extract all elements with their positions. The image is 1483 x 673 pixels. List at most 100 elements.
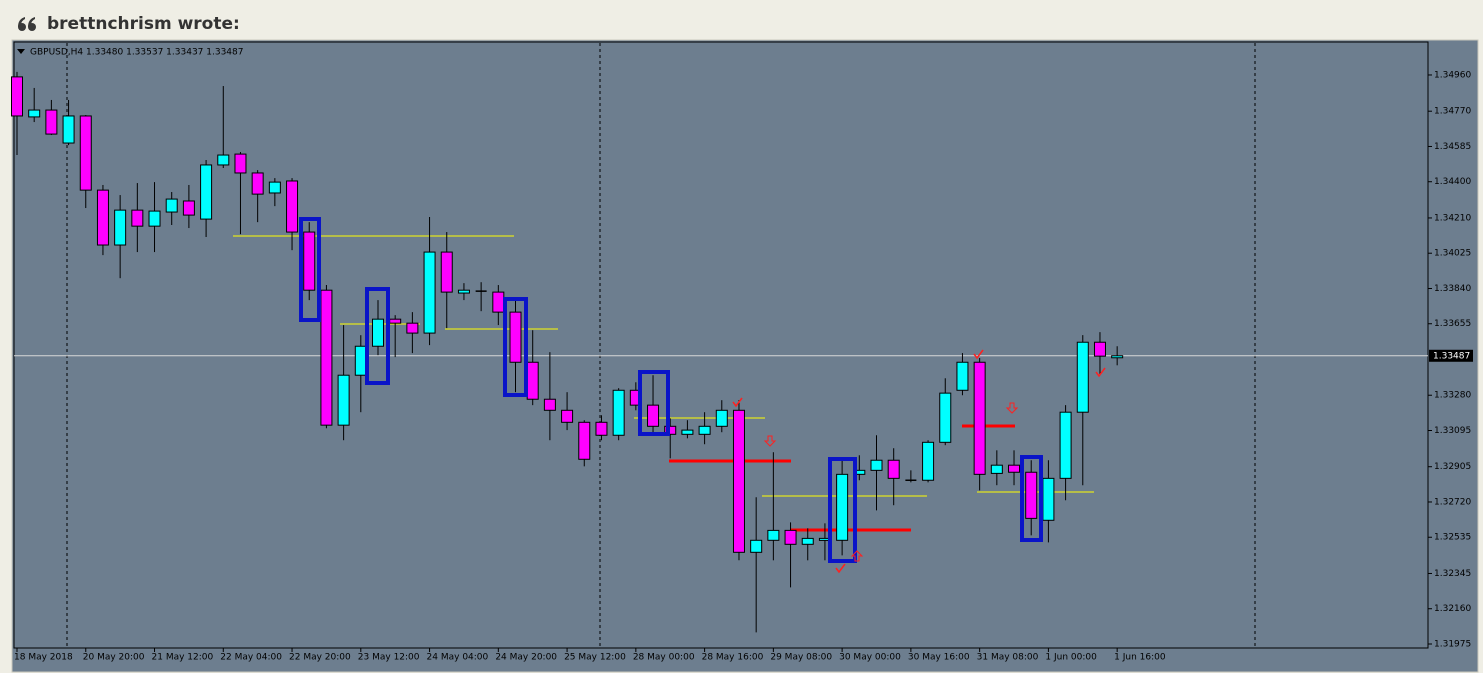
candle-body [11,76,23,117]
candle-body [217,154,230,166]
candle-body [406,322,419,334]
y-tick-label: 1.34025 [1434,249,1471,259]
arrow-mark [1005,402,1019,414]
highlight-box [503,297,528,397]
candle-body [148,210,161,227]
current-price-box [1429,349,1473,362]
y-tick-label: 1.33095 [1434,426,1471,436]
candle-body [96,189,109,246]
candle-body [922,441,935,481]
candle-body [612,389,625,436]
author-line: brettnchrism wrote: [47,14,240,34]
y-tick-label: 1.33280 [1434,391,1471,401]
candle-body [354,345,367,376]
candle-body [750,539,763,553]
y-tick-label: 1.34400 [1434,177,1471,187]
candle-body [371,318,384,347]
candle-body [165,198,178,213]
instrument-label: GBPUSD,H4 1.33480 1.33537 1.33437 1.3348… [30,48,243,58]
candle-body [973,361,986,475]
candle-body [62,115,75,144]
candle-body [595,421,608,436]
candle-body [939,392,952,443]
x-tick-label: 22 May 04:00 [220,653,282,663]
x-tick-label: 24 May 04:00 [427,653,489,663]
x-tick-label: 1 Jun 00:00 [1045,653,1097,663]
candle-body [28,109,41,118]
highlight-box [299,217,321,322]
candle-body [79,115,92,191]
candle-body [801,537,814,545]
candle-body [956,361,969,391]
x-tick-label: 23 May 12:00 [358,653,420,663]
candle-body [715,409,728,427]
x-tick-label: 24 May 20:00 [495,653,557,663]
candle-body [698,425,711,435]
candle-body [440,251,453,293]
candle-body [561,409,574,423]
x-tick-label: 25 May 12:00 [564,653,626,663]
candle-body [303,231,316,291]
y-tick-label: 1.33655 [1434,319,1471,329]
candle-body [234,153,247,174]
candle-body [423,251,436,334]
candle-body [509,311,522,363]
candle-body [870,459,883,471]
candle-body [389,318,402,324]
candle-body [114,209,127,246]
check-mark [1095,367,1106,378]
y-tick-label: 1.32905 [1434,462,1471,472]
arrow-mark [850,550,864,562]
candle-body [681,429,694,435]
candle-body [578,421,591,460]
highlight-box [365,287,390,385]
candle-body [492,291,505,313]
highlight-box [638,370,670,436]
y-tick-label: 1.32535 [1434,533,1471,543]
candle-body [200,164,213,220]
candle-body [251,172,264,195]
highlight-box [1020,455,1043,542]
candle-body [1042,477,1055,521]
y-tick-label: 1.32345 [1434,569,1471,579]
plot-area [13,41,1429,649]
candle-body [286,180,299,233]
candle-body [732,409,745,553]
candle-body [664,425,677,435]
candle-body [320,289,333,426]
candle-body [543,398,556,411]
candle-body [45,109,58,135]
candle-body [182,200,195,216]
check-mark [835,563,846,574]
dropdown-icon [17,49,25,54]
y-tick-label: 1.34770 [1434,107,1471,117]
x-tick-label: 28 May 16:00 [702,653,764,663]
candle-body [1111,355,1124,359]
y-tick-label: 1.34960 [1434,70,1471,80]
x-tick-label: 21 May 12:00 [152,653,214,663]
candle-body [1076,341,1089,413]
x-tick-label: 20 May 20:00 [83,653,145,663]
candle-body [457,289,470,294]
candle-body [1025,471,1038,519]
candle-body [1059,411,1072,479]
y-tick-label: 1.31975 [1434,639,1471,649]
x-tick-label: 31 May 08:00 [977,653,1039,663]
candle-body [990,464,1003,474]
arrow-mark [763,435,777,447]
x-tick-label: 30 May 00:00 [839,653,901,663]
x-tick-label: 30 May 16:00 [908,653,970,663]
y-tick-label: 1.32160 [1434,604,1471,614]
candle-body [836,473,849,541]
candle-body [767,529,780,541]
x-tick-label: 28 May 00:00 [633,653,695,663]
candle-body [887,459,900,479]
candle-body [784,529,797,545]
candle-body [647,404,660,427]
candle-body [337,374,350,426]
candle-body [1008,464,1021,473]
candle-body [268,181,281,194]
y-tick-label: 1.34585 [1434,142,1471,152]
